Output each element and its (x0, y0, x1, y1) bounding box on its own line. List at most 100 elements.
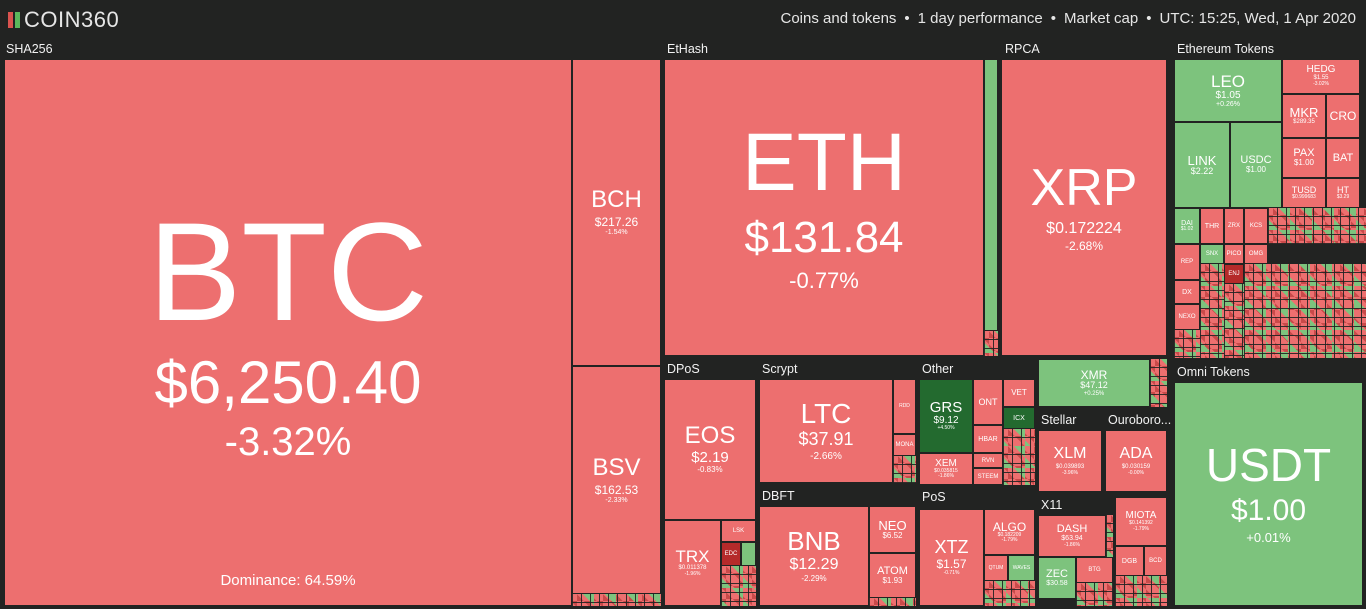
tile-waves[interactable]: WAVES (1008, 555, 1035, 581)
tile-hbar[interactable]: HBAR (973, 425, 1003, 453)
tile-ethash-minor[interactable] (984, 59, 998, 331)
x11-small-coins[interactable] (1106, 515, 1113, 557)
coin-symbol: XEM (935, 457, 957, 469)
tile-bnb[interactable]: BNB $12.29 -2.29% (759, 506, 869, 606)
coin-price: $0.182209 (997, 531, 1022, 538)
tile-trx[interactable]: TRX $0.011378 -1.96% (664, 520, 721, 606)
pos-small-coins[interactable] (984, 581, 1035, 606)
tile-usdt[interactable]: USDT $1.00 +0.01% (1174, 382, 1363, 606)
tile-usdc[interactable]: USDC $1.00 (1230, 122, 1282, 208)
tile-link[interactable]: LINK $2.22 (1174, 122, 1230, 208)
group-label-ethereum-tokens: Ethereum Tokens (1177, 42, 1275, 56)
dbft-small-coins[interactable] (869, 598, 916, 606)
tile-neo[interactable]: NEO $6.52 (869, 506, 916, 553)
sha256-small-coins[interactable] (572, 594, 661, 606)
tile-dgb[interactable]: DGB (1115, 546, 1144, 576)
tile-enj[interactable]: ENJ (1224, 264, 1244, 284)
eth-tokens-small-1[interactable] (1268, 208, 1366, 244)
tile-tusd[interactable]: TUSD $0.999683 (1282, 178, 1326, 208)
coin-symbol: HT (1337, 184, 1349, 195)
other-small-2[interactable] (1003, 446, 1035, 485)
tile-mona[interactable]: MONA (893, 434, 916, 456)
tile-hedg[interactable]: HEDG $1.55 -3.02% (1282, 59, 1360, 94)
tile-btg[interactable]: BTG (1076, 557, 1113, 583)
filter-period[interactable]: 1 day performance (917, 10, 1043, 27)
coin-symbol: ATOM (877, 564, 908, 577)
tile-pax[interactable]: PAX $1.00 (1282, 138, 1326, 178)
eth-tokens-small-4[interactable] (1224, 284, 1244, 358)
tile-bcd[interactable]: BCD (1144, 546, 1167, 576)
eth-tokens-small-5[interactable] (1174, 330, 1200, 358)
coin-price: $131.84 (744, 213, 904, 263)
coin-change: -2.29% (801, 574, 827, 584)
tile-atom[interactable]: ATOM $1.93 (869, 553, 916, 598)
filter-metric[interactable]: Market cap (1064, 10, 1139, 27)
tile-qtum[interactable]: QTUM (984, 555, 1008, 581)
other-small-1[interactable] (1003, 429, 1035, 446)
tile-rep[interactable]: REP (1174, 244, 1200, 280)
tile-xlm[interactable]: XLM $0.039893 -3.96% (1038, 430, 1102, 492)
tile-ltc[interactable]: LTC $37.91 -2.66% (759, 379, 893, 483)
tile-dash[interactable]: DASH $63.94 -1.86% (1038, 515, 1106, 557)
coin-price: $1.57 (936, 557, 967, 572)
tile-rdd[interactable]: RDD (893, 379, 916, 434)
tile-steem[interactable]: STEEM (973, 468, 1003, 485)
tile-vet[interactable]: VET (1003, 379, 1035, 407)
tile-zrx[interactable]: ZRX (1224, 208, 1244, 244)
tile-btc[interactable]: BTC $6,250.40 -3.32% Dominance: 64.59% (4, 59, 572, 606)
tile-icx[interactable]: ICX (1003, 407, 1035, 429)
tile-thr[interactable]: THR (1200, 208, 1224, 244)
tile-mkr[interactable]: MKR $289.35 (1282, 94, 1326, 138)
tile-grs[interactable]: GRS $9.12 +4.50% (919, 379, 973, 453)
tile-bat[interactable]: BAT (1326, 138, 1360, 178)
tile-eos[interactable]: EOS $2.19 -0.83% (664, 379, 756, 520)
coin360-logo[interactable]: COIN360 (8, 7, 119, 33)
tile-nexo[interactable]: NEXO (1174, 304, 1200, 330)
view-settings: Coins and tokens • 1 day performance • Marke… (780, 10, 1357, 27)
misc-small-coins-3[interactable] (1115, 576, 1167, 606)
tile-snx[interactable]: SNX (1200, 244, 1224, 264)
scrypt-small-coins[interactable] (893, 456, 916, 483)
tile-xtz[interactable]: XTZ $1.57 -0.71% (919, 509, 984, 606)
group-label-sha256: SHA256 (6, 42, 53, 56)
tile-rvn[interactable]: RVN (973, 453, 1003, 468)
tile-pico[interactable]: PICO (1224, 244, 1244, 264)
tile-omg[interactable]: OMG (1244, 244, 1268, 264)
coin-symbol: BCH (591, 186, 642, 214)
tile-ht[interactable]: HT $3.29 (1326, 178, 1360, 208)
misc-small-coins[interactable] (1150, 359, 1167, 407)
tile-cro[interactable]: CRO (1326, 94, 1360, 138)
tile-ont[interactable]: ONT (973, 379, 1003, 425)
tile-algo[interactable]: ALGO $0.182209 -1.79% (984, 509, 1035, 555)
tile-xmr[interactable]: XMR $47.12 +0.25% (1038, 359, 1150, 407)
dpos-small-coins[interactable] (721, 566, 756, 606)
coin-symbol: TUSD (1291, 184, 1317, 195)
tile-lsk[interactable]: LSK (721, 520, 756, 542)
filter-coins-tokens[interactable]: Coins and tokens (780, 10, 897, 27)
tile-eth[interactable]: ETH $131.84 -0.77% (664, 59, 984, 356)
tile-edc[interactable]: EDC (721, 542, 741, 566)
tile-xrp[interactable]: XRP $0.172224 -2.68% (1001, 59, 1167, 356)
tile-dx[interactable]: DX (1174, 280, 1200, 304)
tile-miota[interactable]: MIOTA $0.141392 -1.79% (1115, 497, 1167, 546)
tile-ada[interactable]: ADA $0.030159 -0.00% (1105, 430, 1167, 492)
tile-bsv[interactable]: BSV $162.53 -2.33% (572, 366, 661, 594)
coin-symbol: TRX (675, 547, 710, 567)
tile-xem[interactable]: XEM $0.035815 -1.86% (919, 453, 973, 485)
ethash-small-coins[interactable] (984, 331, 998, 356)
tile-kcs[interactable]: KCS (1244, 208, 1268, 244)
tile-bch[interactable]: BCH $217.26 -1.54% (572, 59, 661, 366)
coin-change: -1.54% (605, 229, 628, 237)
tile-zec[interactable]: ZEC $30.58 (1038, 557, 1076, 599)
coin-change: -3.96% (1062, 469, 1078, 476)
coin-symbol: THR (1204, 222, 1220, 230)
tile-leo[interactable]: LEO $1.05 +0.26% (1174, 59, 1282, 122)
eth-tokens-small-3[interactable] (1244, 264, 1366, 358)
eth-tokens-small-2[interactable] (1200, 264, 1224, 358)
tile-dpos-minor[interactable] (741, 542, 756, 566)
misc-small-coins-2[interactable] (1076, 583, 1113, 606)
coin-price: $47.12 (1080, 379, 1108, 390)
coin-change: -3.02% (1313, 81, 1329, 88)
tile-dai[interactable]: DAI $1.02 (1174, 208, 1200, 244)
coin-symbol: GRS (929, 399, 963, 417)
